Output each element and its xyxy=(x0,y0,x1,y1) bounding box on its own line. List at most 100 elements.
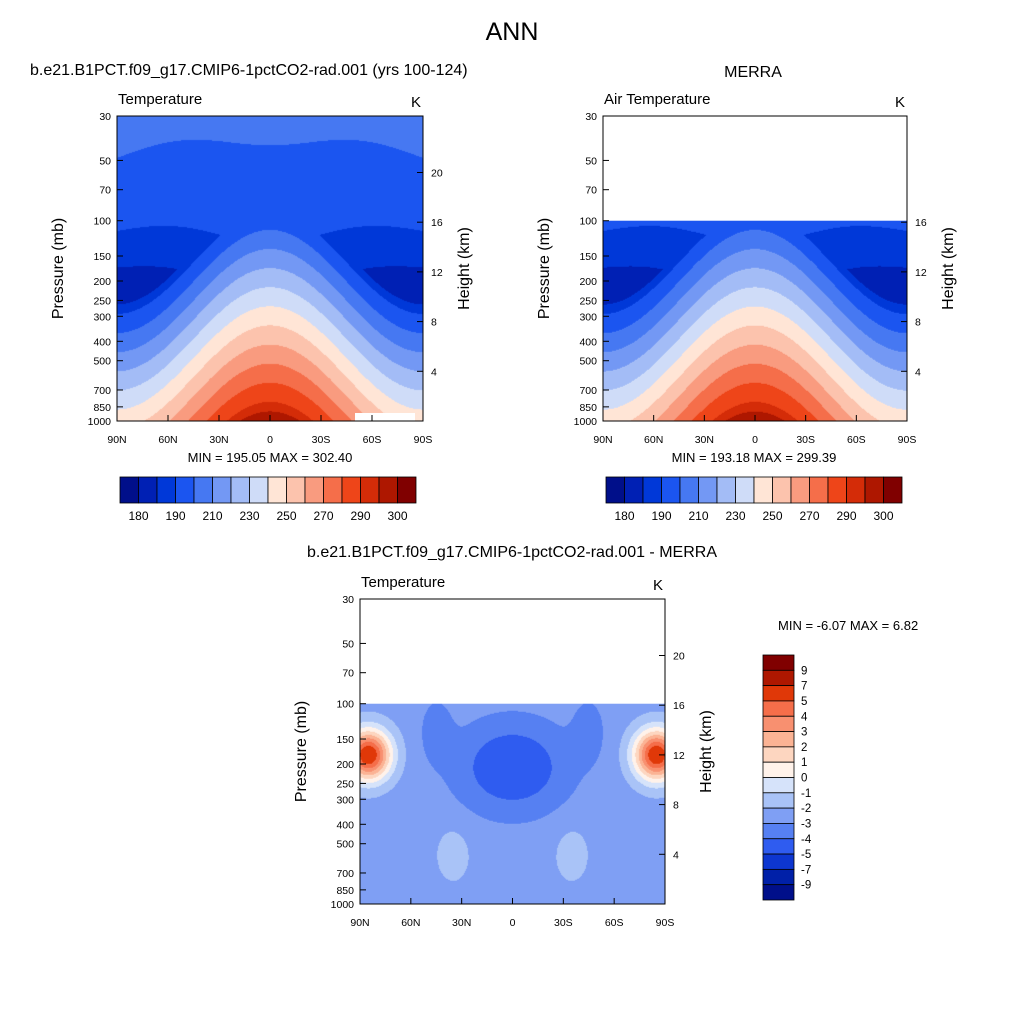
panel1-ytick-label: 200 xyxy=(93,276,111,288)
panel3-ytick-label: 300 xyxy=(336,794,354,806)
panel3-xtick-label: 30N xyxy=(452,917,471,929)
panel2-ytick-label: 200 xyxy=(579,276,597,288)
panel1-ylabel: Pressure (mb) xyxy=(50,218,67,319)
panel1-ylabel-right: Height (km) xyxy=(456,227,473,310)
panel1-ytick-label: 100 xyxy=(93,216,111,228)
panel2-colorbar-label: 190 xyxy=(651,509,671,523)
panel1-minmax: MIN = 195.05 MAX = 302.40 xyxy=(188,450,353,465)
panel2-ylabel-right: Height (km) xyxy=(940,227,957,310)
panel2-colorbar-label: 270 xyxy=(799,509,819,523)
panel1-y-right-tick-label: 8 xyxy=(431,317,437,329)
panel2-ytick-label: 300 xyxy=(579,311,597,323)
panel2-y-right-tick-label: 4 xyxy=(915,366,921,378)
panel1-colorbar-label: 270 xyxy=(313,509,333,523)
panel3-ytick-label: 200 xyxy=(336,759,354,771)
panel3-colorbar-label: -5 xyxy=(801,849,811,861)
panel1-colorbar-label: 250 xyxy=(276,509,296,523)
panel1-ytick-label: 700 xyxy=(93,385,111,397)
panel2-ylabel: Pressure (mb) xyxy=(536,218,553,319)
panel1-subtitle-left: Temperature xyxy=(118,91,202,108)
panel1-ytick-label: 1000 xyxy=(88,416,112,428)
panel2-ytick-label: 30 xyxy=(585,111,597,123)
panel3-ytick-label: 850 xyxy=(336,885,354,897)
panel3-colorbar-swatch xyxy=(762,715,795,732)
panel3-colorbar-label: 4 xyxy=(801,711,808,723)
panel1-missing-region xyxy=(355,413,415,421)
panel2-colorbar-swatch xyxy=(883,476,903,504)
panel3-colorbar-swatch xyxy=(762,746,795,763)
panel3-colorbar-swatch xyxy=(762,807,795,824)
panel3-colorbar-label: 5 xyxy=(801,696,807,708)
panel3-subtitle-right: K xyxy=(653,577,663,594)
panel3-colorbar-swatch xyxy=(762,868,795,886)
panel3-colorbar-swatch xyxy=(762,823,795,840)
panel3-xtick-label: 30S xyxy=(554,917,573,929)
panel1-subtitle-right: K xyxy=(411,94,421,111)
panel3-ylabel: Pressure (mb) xyxy=(293,701,310,802)
panel1-colorbar-label: 290 xyxy=(350,509,370,523)
panel1-colorbar-label: 210 xyxy=(202,509,222,523)
panel2-colorbar-label: 230 xyxy=(725,509,745,523)
panel2-colorbar-label: 250 xyxy=(762,509,782,523)
panel3-colorbar-label: 7 xyxy=(801,681,807,693)
panel1-ytick-label: 50 xyxy=(99,155,111,167)
main-title: ANN xyxy=(485,18,539,46)
panel3-colorbar-label: 1 xyxy=(801,757,807,769)
panel1-xtick-label: 90N xyxy=(107,434,126,446)
panel1-title: b.e21.B1PCT.f09_g17.CMIP6-1pctCO2-rad.00… xyxy=(30,62,468,79)
panel1-ytick-label: 400 xyxy=(93,336,111,348)
panel1-ytick-label: 850 xyxy=(93,402,111,414)
panel1-xtick-label: 30S xyxy=(312,434,331,446)
panel2-colorbar-label: 300 xyxy=(873,509,893,523)
panel3-xtick-label: 90S xyxy=(656,917,675,929)
panel2-ytick-label: 50 xyxy=(585,155,597,167)
panel1-colorbar-label: 230 xyxy=(239,509,259,523)
panel2-ytick-label: 70 xyxy=(585,185,597,197)
panel1-y-right-tick-label: 16 xyxy=(431,217,443,229)
panel2-title: MERRA xyxy=(724,64,782,81)
panel3-xtick-label: 60S xyxy=(605,917,624,929)
panel2-xtick-label: 90N xyxy=(593,434,612,446)
panel2-xtick-label: 60N xyxy=(644,434,663,446)
panel1-colorbar-swatch xyxy=(397,476,417,504)
panel3-colorbar-label: 0 xyxy=(801,773,807,785)
panel3-colorbar-label: 9 xyxy=(801,665,807,677)
panel2-field xyxy=(603,220,907,421)
panel2-xtick-label: 30N xyxy=(695,434,714,446)
panel3-ytick-label: 500 xyxy=(336,839,354,851)
panel1-field xyxy=(117,116,423,421)
panel1-colorbar-label: 190 xyxy=(165,509,185,523)
panel1-ytick-label: 30 xyxy=(99,111,111,123)
panel1-colorbar-label: 300 xyxy=(387,509,407,523)
panel1-y-right-tick-label: 12 xyxy=(431,267,443,279)
panel1-xtick-label: 60N xyxy=(158,434,177,446)
panel2-xtick-label: 30S xyxy=(796,434,815,446)
panel3-colorbar-label: -9 xyxy=(801,880,811,892)
panel3-colorbar-swatch xyxy=(762,761,795,778)
panel2-xtick-label: 90S xyxy=(898,434,917,446)
panel3-ytick-label: 30 xyxy=(342,594,354,606)
panel3-minmax: MIN = -6.07 MAX = 6.82 xyxy=(778,618,918,633)
panel2-ytick-label: 100 xyxy=(579,216,597,228)
panel3-y-right-tick-label: 8 xyxy=(673,800,679,812)
panel3-colorbar-swatch xyxy=(762,853,795,870)
panel2-ytick-label: 500 xyxy=(579,356,597,368)
panel1-ytick-label: 70 xyxy=(99,185,111,197)
panel2-xtick-label: 0 xyxy=(752,434,758,446)
panel3-ytick-label: 70 xyxy=(342,668,354,680)
panel3-colorbar-swatch xyxy=(762,884,795,901)
panel2-minmax: MIN = 193.18 MAX = 299.39 xyxy=(672,450,837,465)
panel3-colorbar-swatch xyxy=(762,654,795,671)
panel3-y-right-tick-label: 4 xyxy=(673,849,679,861)
panel3-colorbar-label: -1 xyxy=(801,788,811,800)
panel2-subtitle-right: K xyxy=(895,94,905,111)
panel3-field xyxy=(360,703,665,904)
panel3-colorbar-swatch xyxy=(762,777,795,794)
panel3-colorbar-label: -2 xyxy=(801,803,811,815)
panel1-ytick-label: 150 xyxy=(93,251,111,263)
panel2-ytick-label: 850 xyxy=(579,402,597,414)
panel1-colorbar-label: 180 xyxy=(128,509,148,523)
panel3-xtick-label: 90N xyxy=(350,917,369,929)
